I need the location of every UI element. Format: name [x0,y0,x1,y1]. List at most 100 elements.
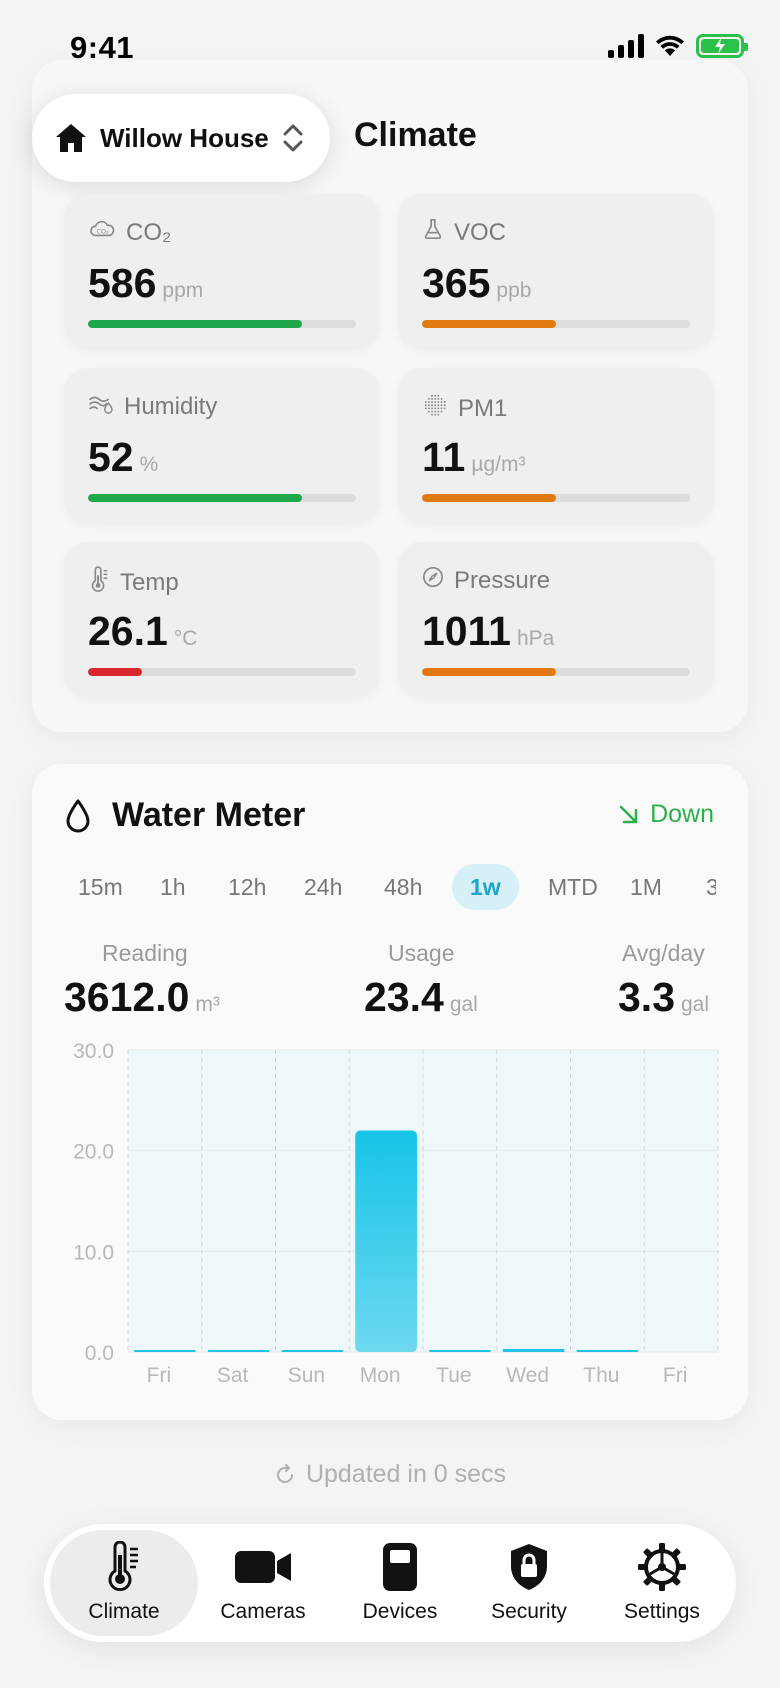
metric-header: Humidity [88,392,217,421]
metric-number: 52 [88,434,134,480]
reading-label: Reading [102,940,188,966]
metric-card-pressure[interactable]: Pressure 1011 hPa [398,542,714,698]
chart-bar [502,1348,565,1352]
y-tick-label: 10.0 [73,1241,114,1264]
chart-bar [429,1349,491,1352]
tab-label: Settings [624,1600,700,1623]
metric-value: 52 % [88,434,158,481]
metric-level-fill [422,668,556,676]
thermometer-icon [107,1541,141,1592]
metric-header: CO₂ CO₂ [88,218,171,247]
x-tick-label: Sun [288,1364,325,1387]
status-icons [608,34,748,58]
usage-unit: gal [449,993,478,1016]
svg-text:CO₂: CO₂ [97,228,110,236]
home-icon [56,124,86,152]
metric-value: 365 ppb [422,260,531,307]
water-usage-chart: 0.0 10.0 20.0 30.0 Fri Sat Sun Mon Tue Wed Thu Fri [56,1036,726,1394]
house-name: Willow House [100,122,269,153]
metric-label: CO₂ [126,218,172,246]
chevron-up-down-icon [283,124,303,152]
metric-number: 26.1 [88,608,168,654]
metric-card-voc[interactable]: VOC 365 ppb [398,194,714,350]
metric-level-fill [88,668,142,676]
metric-header: PM1 [422,392,507,425]
metric-level-bar [422,668,690,676]
range-chip-1m[interactable]: 1M [630,874,662,900]
metric-unit: ppb [496,279,532,302]
tab-bar: Climate Cameras Devices Security Setting… [44,1524,736,1642]
y-tick-label: 20.0 [73,1141,114,1164]
water-drop-icon [66,799,90,832]
tab-settings[interactable]: Settings [596,1530,728,1636]
reading-value: 3612.0 m³ [64,974,220,1021]
metric-label: Temp [120,568,179,596]
metric-unit: ppm [162,279,204,302]
range-chip-12h[interactable]: 12h [228,874,267,900]
tab-label: Climate [88,1600,160,1623]
wifi-icon [656,35,684,56]
x-tick-label: Fri [147,1364,172,1387]
x-tick-label: Fri [663,1364,688,1387]
status-bar: 9:41 [0,0,780,96]
metric-value: 11 µg/m³ [422,434,525,481]
house-selector[interactable]: Willow House [32,94,330,182]
usage-label: Usage [388,940,455,966]
avg-day-number: 3.3 [618,974,675,1020]
gauge-icon [422,566,444,595]
battery-icon [696,34,748,58]
cellular-signal-icon [608,34,644,58]
metric-level-fill [422,494,556,502]
tab-cameras[interactable]: Cameras [200,1530,326,1636]
trend-indicator: Down [618,800,714,829]
reading-number: 3612.0 [64,974,190,1020]
range-chip-3m[interactable]: 3M [706,874,716,900]
device-icon [381,1542,419,1592]
range-chip-48h[interactable]: 48h [384,874,423,900]
avg-day-value: 3.3 gal [618,974,709,1021]
metric-value: 586 ppm [88,260,203,307]
particles-icon [422,392,448,425]
metric-header: Temp [88,566,179,599]
x-tick-label: Wed [506,1364,549,1387]
range-chip-1h[interactable]: 1h [160,874,186,900]
arrow-down-right-icon [619,805,638,823]
range-chip-24h[interactable]: 24h [304,874,343,900]
tab-climate[interactable]: Climate [50,1530,198,1636]
metric-header: Pressure [422,566,550,595]
metric-number: 365 [422,260,491,306]
metric-level-fill [88,320,303,328]
trend-label: Down [650,800,714,828]
reading-unit: m³ [195,993,220,1016]
metric-value: 1011 hPa [422,608,554,655]
metric-card-temp[interactable]: Temp 26.1 °C [64,542,380,698]
metric-number: 1011 [422,608,511,654]
range-chip-mtd[interactable]: MTD [548,874,598,900]
metric-header: VOC [422,218,506,247]
water-meter-title-text: Water Meter [112,796,306,834]
chart-bar [281,1349,344,1352]
usage-number: 23.4 [364,974,444,1020]
refresh-icon [276,1463,293,1483]
x-tick-label: Tue [436,1364,471,1387]
metric-card-co-[interactable]: CO₂ CO₂ 586 ppm [64,194,380,350]
range-chip-15m[interactable]: 15m [78,874,123,900]
metric-card-pm1[interactable]: PM1 11 µg/m³ [398,368,714,524]
thermometer-icon [88,566,110,599]
range-chip-1w[interactable]: 1w [452,864,519,910]
shield-lock-icon [508,1542,550,1592]
metric-card-humidity[interactable]: Humidity 52 % [64,368,380,524]
usage-value: 23.4 gal [364,974,478,1021]
metric-label: Pressure [454,566,551,594]
time-range-selector: 15m 1h 12h 24h 48h 1w MTD 1M 3M [60,864,716,912]
tab-devices[interactable]: Devices [338,1530,462,1636]
chart-bar [355,1130,417,1352]
avg-day-unit: gal [681,993,710,1016]
update-status-text: Updated in 0 secs [305,1460,507,1488]
metric-unit: °C [173,627,198,650]
water-usage-chart-svg: 0.0 10.0 20.0 30.0 Fri Sat Sun Mon Tue Wed Thu Fri [73,1040,719,1387]
y-tick-label: 30.0 [73,1040,114,1063]
tab-security[interactable]: Security [468,1530,590,1636]
tab-label: Security [491,1600,567,1623]
chart-bar [576,1350,639,1352]
